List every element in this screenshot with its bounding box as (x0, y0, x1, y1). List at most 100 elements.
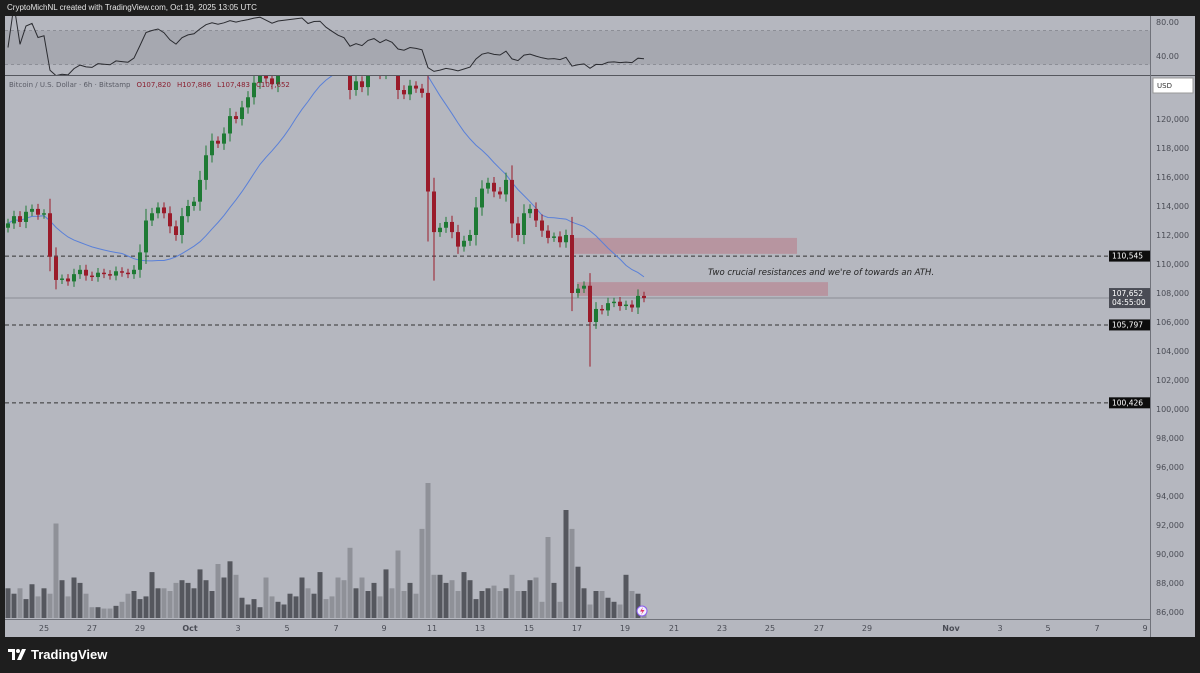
volume-bar (395, 550, 401, 618)
volume-bar (191, 588, 197, 618)
volume-bar (431, 574, 437, 618)
attribution-text: CryptoMichNL created with TradingView.co… (7, 3, 257, 12)
time-tick-label: 29 (135, 624, 145, 633)
volume-bar (53, 523, 59, 618)
volume-bar (389, 588, 395, 618)
tradingview-logo[interactable]: TradingView (8, 647, 107, 662)
candle-body (618, 301, 622, 307)
candle-body (276, 76, 280, 85)
tradingview-ghost-icon[interactable] (636, 605, 648, 617)
volume-bar (11, 593, 17, 618)
candle-body (570, 235, 574, 293)
candle-body (270, 78, 274, 85)
volume-bar (593, 591, 599, 618)
level-price-tag-text: 105,797 (1112, 320, 1143, 329)
candle-body (72, 274, 76, 282)
candle-body (174, 226, 178, 235)
candle-body (186, 206, 190, 217)
candle-body (234, 116, 238, 119)
candle-body (18, 216, 22, 222)
volume-bar (383, 569, 389, 618)
candle-body (84, 269, 88, 276)
candle-body (198, 179, 202, 202)
price-tick-label: 92,000 (1156, 521, 1184, 530)
usd-badge[interactable]: USD (1152, 77, 1194, 94)
volume-bar (269, 596, 275, 618)
candle-body (60, 278, 64, 280)
currency-label: USD (1157, 82, 1172, 90)
candle-body (396, 76, 400, 90)
volume-bar (575, 566, 581, 618)
candle-body (240, 107, 244, 119)
level-price-tag (1109, 250, 1150, 262)
candle-body (366, 76, 370, 88)
volume-bar (479, 591, 485, 618)
volume-bar (23, 599, 29, 618)
rsi-tick-label: 40.00 (1156, 52, 1179, 61)
time-axis[interactable]: 25 27 29 Oct 3 5 7 9 11 13 15 17 19 21 23 25 27 29 Nov 3 5 7 9 (39, 624, 1148, 633)
volume-bar (257, 607, 263, 618)
volume-bar (623, 574, 629, 618)
chart-svg[interactable]: Two crucial resistances and we're of tow… (5, 16, 1195, 637)
time-tick-label: 27 (87, 624, 97, 633)
price-axis[interactable]: 120,000 118,000 116,000 114,000 112,000 110,0… (1156, 18, 1189, 617)
annotation-text[interactable]: Two crucial resistances and we're of tow… (708, 268, 934, 278)
time-tick-label: 19 (620, 624, 630, 633)
price-tick-label: 106,000 (1156, 318, 1189, 327)
resistance-zone (577, 282, 828, 296)
candle-body (252, 82, 256, 98)
volume-bar (101, 608, 107, 618)
candle-body (624, 304, 628, 307)
volume-bar (113, 605, 119, 618)
rsi-band (5, 30, 1150, 65)
candle-body (540, 220, 544, 231)
candle-body (636, 295, 640, 308)
volume-bar (449, 580, 455, 618)
candles (6, 76, 646, 367)
candle-body (402, 90, 406, 95)
price-tick-label: 100,000 (1156, 405, 1189, 414)
candle-body (6, 223, 10, 228)
candle-body (510, 179, 514, 224)
chart-area[interactable]: Two crucial resistances and we're of tow… (5, 16, 1195, 637)
volume-bar (557, 601, 563, 618)
time-tick-label: 27 (814, 624, 824, 633)
price-tick-label: 116,000 (1156, 173, 1189, 182)
volume-bar (317, 572, 323, 618)
candle-body (180, 216, 184, 235)
price-tick-label: 90,000 (1156, 550, 1184, 559)
volume-bar (323, 599, 329, 618)
candle-body (630, 304, 634, 308)
volume-bar (545, 537, 551, 618)
time-tick-label: 23 (717, 624, 727, 633)
legend: Bitcoin / U.S. Dollar · 6h · Bitstamp O1… (9, 81, 290, 89)
brand-name: TradingView (31, 647, 108, 662)
candle-body (66, 278, 70, 282)
volume-bar (359, 577, 365, 618)
volume-bar (95, 607, 101, 618)
volume-bar (311, 593, 317, 618)
volume-bar (335, 577, 341, 618)
time-tick-label: 15 (524, 624, 534, 633)
candle-body (564, 235, 568, 243)
candle-body (12, 216, 16, 224)
volume-bar (179, 580, 185, 618)
level-price-tag-text: 110,545 (1112, 252, 1143, 261)
time-tick-label: 17 (572, 624, 582, 633)
candle-body (264, 76, 268, 79)
candle-body (642, 295, 646, 299)
volume-bar (467, 580, 473, 618)
candle-body (546, 230, 550, 238)
candle-body (42, 213, 46, 215)
price-tick-label: 98,000 (1156, 434, 1184, 443)
volume-bar (221, 577, 227, 618)
volume-bar (131, 591, 137, 618)
candle-body (150, 213, 154, 221)
volume-bar (347, 547, 353, 618)
candle-body (120, 271, 124, 273)
time-tick-label: Nov (942, 624, 960, 633)
candle-body (594, 308, 598, 322)
candle-body (210, 140, 214, 156)
volume-bar (119, 601, 125, 618)
candle-body (528, 208, 532, 214)
